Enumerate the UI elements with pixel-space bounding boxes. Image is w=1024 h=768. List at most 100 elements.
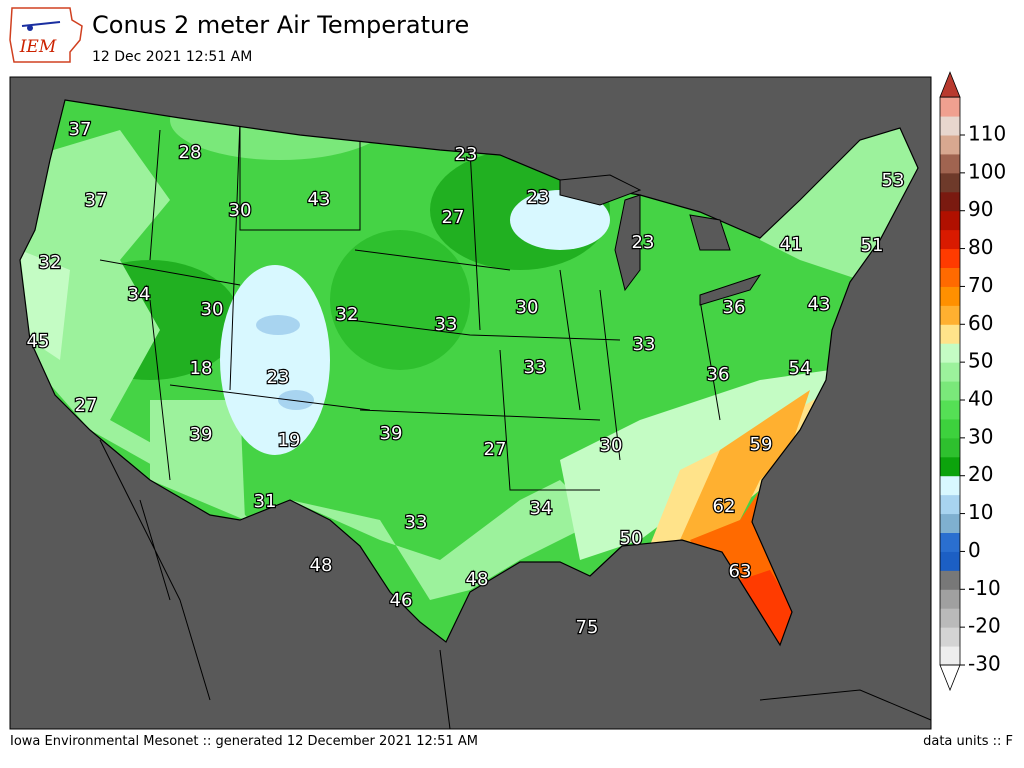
station-value: 23: [267, 367, 290, 388]
colorbar-tick-label: 100: [968, 159, 1006, 183]
colorbar-bin: [940, 267, 960, 287]
colorbar-bin: [940, 153, 960, 174]
station-value: 45: [27, 331, 50, 352]
colorbar-bin: [940, 551, 960, 571]
station-value: 27: [75, 395, 98, 416]
footer-right: data units :: F: [923, 734, 1013, 749]
station-value: 23: [632, 232, 655, 253]
station-value: 59: [750, 434, 773, 455]
station-value: 54: [789, 358, 812, 379]
station-value: 41: [780, 234, 803, 255]
station-value: 30: [516, 297, 539, 318]
station-value: 30: [201, 299, 224, 320]
station-value: 53: [882, 170, 905, 191]
colorbar-bin: [940, 135, 960, 155]
station-value: 63: [729, 561, 752, 582]
station-value: 36: [707, 364, 730, 385]
station-value: 31: [254, 491, 277, 512]
colorbar-tick-label: -10: [968, 576, 1001, 600]
colorbar-tick-label: 70: [968, 273, 993, 297]
colorbar-bin: [940, 362, 960, 382]
station-value: 48: [310, 555, 333, 576]
colorbar-bin: [940, 570, 960, 590]
map: [9, 76, 932, 730]
colorbar-bin: [940, 305, 960, 325]
colorbar-bin: [940, 172, 960, 193]
colorbar: -30 -20 -10 0 10 20 30 40 50 60 70 80 90 100 110: [939, 71, 1006, 692]
station-value: 33: [524, 357, 547, 378]
station-value: 39: [190, 424, 213, 445]
colorbar-bin: [940, 286, 960, 306]
station-value: 27: [484, 439, 507, 460]
station-value: 37: [85, 190, 108, 211]
colorbar-tick-label: 30: [968, 424, 993, 448]
station-value: 23: [455, 144, 478, 165]
station-value: 33: [435, 314, 458, 335]
station-value: 27: [442, 207, 465, 228]
station-value: 32: [336, 304, 359, 325]
colorbar-bin: [940, 589, 960, 609]
colorbar-bin: [940, 381, 960, 401]
colorbar-tick-label: -30: [968, 652, 1001, 676]
colorbar-over: [939, 71, 961, 98]
station-value: 19: [278, 430, 301, 451]
station-value: 18: [190, 358, 213, 379]
station-labels: 37 28 23 53 37 30 43 27 23 23 41 51 32 34 30 32 33 30 36 43…: [25, 118, 905, 639]
station-value: 32: [39, 252, 62, 273]
colorbar-bin: [940, 627, 960, 647]
colorbar-bin: [940, 97, 960, 117]
colorbar-bin: [940, 494, 960, 515]
colorbar-tick-label: 10: [968, 500, 993, 524]
colorbar-bin: [940, 116, 960, 136]
station-value: 28: [179, 142, 202, 163]
colorbar-bin: [940, 418, 960, 439]
station-value: 30: [600, 435, 623, 456]
station-value: 75: [576, 617, 599, 638]
station-value: 39: [380, 423, 403, 444]
colorbar-tick-label: 80: [968, 235, 993, 259]
station-value: 46: [390, 590, 413, 611]
subtitle: 12 Dec 2021 12:51 AM: [92, 49, 252, 65]
colorbar-bin: [940, 191, 960, 212]
station-value: 23: [527, 187, 550, 208]
colorbar-bin: [940, 646, 960, 666]
colorbar-tick-label: 0: [968, 538, 981, 562]
colorbar-under: [939, 664, 961, 692]
station-value: 33: [405, 512, 428, 533]
colorbar-bin: [940, 400, 960, 420]
colorbar-tick-label: 90: [968, 197, 993, 221]
colorbar-tick-label: 50: [968, 349, 993, 373]
colorbar-bin: [940, 475, 960, 496]
station-value: 36: [723, 297, 746, 318]
colorbar-bin: [940, 324, 960, 344]
colorbar-bin: [940, 248, 960, 268]
colorbar-tick-label: 20: [968, 462, 993, 486]
colorbar-bin: [940, 608, 960, 628]
colorbar-frame: [939, 96, 961, 666]
station-value: 30: [229, 200, 252, 221]
station-value: 37: [69, 119, 92, 140]
station-value: 34: [530, 498, 553, 519]
station-value: 50: [620, 528, 643, 549]
footer-left: Iowa Environmental Mesonet :: generated …: [10, 734, 478, 749]
colorbar-tick-label: 40: [968, 387, 993, 411]
colorbar-tick-label: 60: [968, 311, 993, 335]
station-value: 48: [466, 569, 489, 590]
title: Conus 2 meter Air Temperature: [92, 11, 469, 39]
colorbar-tick-label: 110: [968, 122, 1006, 146]
station-value: 43: [808, 294, 831, 315]
colorbar-bin: [940, 456, 960, 477]
colorbar-tick-label: -20: [968, 614, 1001, 638]
colorbar-bin: [940, 532, 960, 552]
station-value: 51: [861, 235, 884, 256]
colorbar-bin: [940, 210, 960, 231]
station-value: 62: [713, 496, 736, 517]
station-value: 33: [633, 334, 656, 355]
logo: IEM: [9, 7, 83, 63]
colorbar-bin: [940, 343, 960, 363]
station-value: 34: [128, 284, 151, 305]
logo-text: IEM: [19, 37, 57, 57]
colorbar-bin: [940, 513, 960, 533]
colorbar-bin: [940, 229, 960, 250]
